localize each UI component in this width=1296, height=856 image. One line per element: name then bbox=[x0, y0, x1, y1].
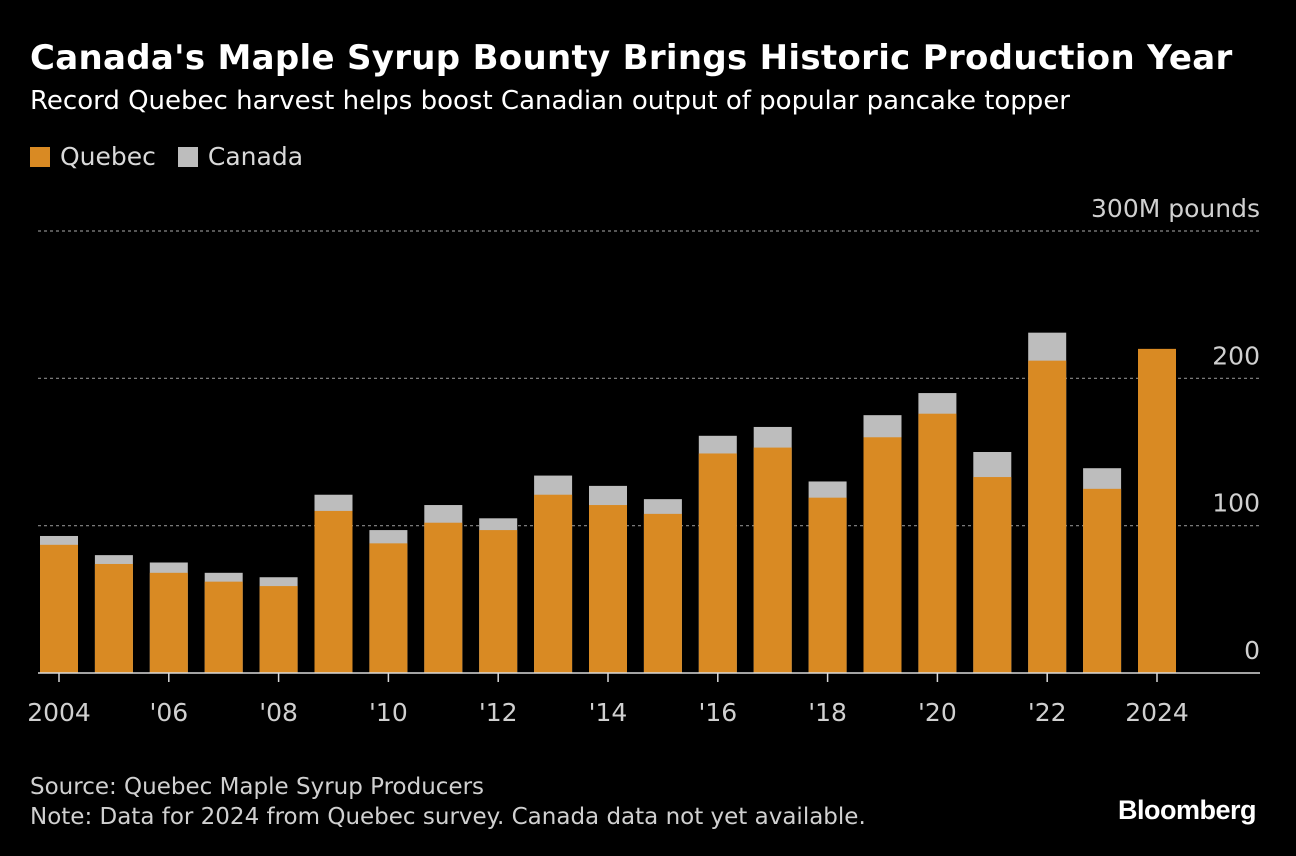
chart-title: Canada's Maple Syrup Bounty Brings Histo… bbox=[30, 38, 1233, 78]
bar-quebec-2023 bbox=[1083, 488, 1122, 673]
x-tick-label-2020: '20 bbox=[918, 698, 957, 727]
legend-item-quebec: Quebec bbox=[30, 142, 156, 171]
bar-quebec-2013 bbox=[534, 494, 573, 673]
y-tick-label-100: 100 bbox=[1212, 489, 1260, 518]
legend-label-canada: Canada bbox=[207, 142, 304, 171]
legend-swatch-canada bbox=[177, 146, 198, 167]
source-note: Source: Quebec Maple Syrup Producers bbox=[30, 774, 485, 800]
bar-quebec-2021 bbox=[973, 477, 1012, 673]
bar-quebec-2007 bbox=[204, 581, 243, 673]
y-tick-label-200: 200 bbox=[1212, 341, 1260, 370]
x-tick-label-2022: '22 bbox=[1028, 698, 1067, 727]
x-tick-label-2006: '06 bbox=[149, 698, 188, 727]
bar-quebec-2012 bbox=[479, 530, 518, 673]
legend: Quebec Canada bbox=[30, 142, 325, 171]
bar-quebec-2015 bbox=[643, 513, 682, 673]
bloomberg-logo: Bloomberg bbox=[1117, 795, 1257, 825]
bar-quebec-2011 bbox=[424, 522, 463, 673]
chart-subtitle: Record Quebec harvest helps boost Canadi… bbox=[30, 86, 1070, 116]
bar-quebec-2020 bbox=[918, 413, 957, 673]
bar-quebec-2008 bbox=[259, 586, 298, 673]
bar-quebec-2016 bbox=[698, 453, 737, 673]
x-tick-label-2018: '18 bbox=[808, 698, 847, 727]
bar-quebec-2009 bbox=[314, 510, 353, 673]
bar-quebec-2004 bbox=[40, 544, 78, 673]
bar-quebec-2006 bbox=[149, 572, 188, 673]
legend-label-quebec: Quebec bbox=[60, 142, 156, 171]
bar-quebec-2018 bbox=[808, 497, 847, 673]
bar-quebec-2014 bbox=[589, 505, 627, 673]
y-tick-label-0: 0 bbox=[1244, 636, 1260, 665]
bar-quebec-2024 bbox=[1138, 348, 1176, 673]
data-note: Note: Data for 2024 from Quebec survey. … bbox=[30, 804, 866, 830]
footer: Source: Quebec Maple Syrup Producers Not… bbox=[30, 772, 866, 832]
x-tick-label-2004: 2004 bbox=[27, 698, 91, 727]
x-tick-label-2016: '16 bbox=[698, 698, 737, 727]
bar-quebec-2022 bbox=[1028, 360, 1067, 673]
x-tick-label-2014: '14 bbox=[589, 698, 628, 727]
x-tick-label-2008: '08 bbox=[259, 698, 298, 727]
bar-quebec-2017 bbox=[753, 447, 792, 673]
x-tick-label-2024: 2024 bbox=[1125, 698, 1189, 727]
legend-swatch-quebec bbox=[30, 146, 50, 167]
y-tick-label-300: 300M pounds bbox=[1091, 194, 1260, 223]
legend-item-canada: Canada bbox=[177, 142, 304, 171]
x-tick-label-2012: '12 bbox=[479, 698, 518, 727]
bar-quebec-2010 bbox=[369, 543, 408, 673]
x-tick-label-2010: '10 bbox=[369, 698, 408, 727]
bar-quebec-2005 bbox=[94, 563, 133, 673]
bar-quebec-2019 bbox=[863, 437, 902, 673]
